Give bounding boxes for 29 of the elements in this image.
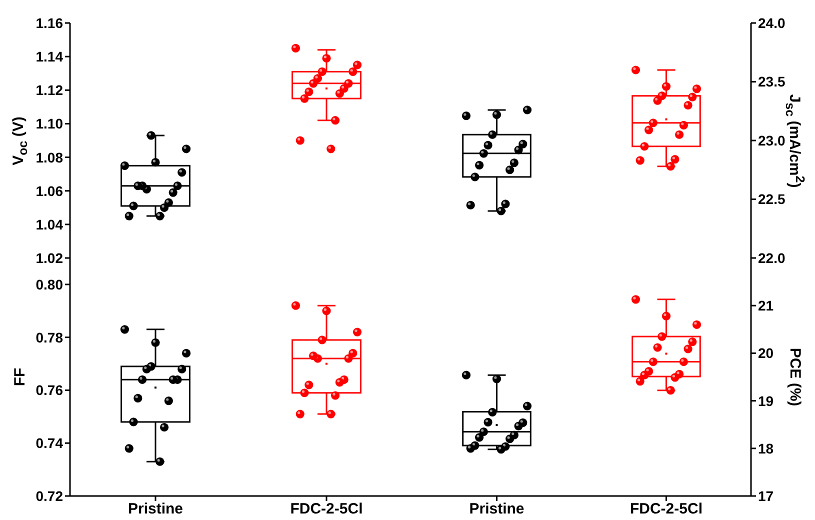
y-tick-label: 1.14 — [36, 48, 64, 65]
y-axis-title: PCE (%) — [786, 348, 804, 406]
y-tick-label: 24.0 — [758, 14, 786, 31]
y-tick-label: 1.16 — [36, 14, 64, 31]
y-tick-label: 21 — [758, 298, 774, 314]
y-tick-label: 1.10 — [36, 116, 64, 132]
x-tick-label: Pristine — [128, 500, 184, 518]
y-tick-label: 1.06 — [36, 182, 64, 199]
y-tick-label: 22.0 — [758, 250, 786, 266]
y-tick-label: 1.08 — [36, 149, 64, 166]
y-tick-label: 23.0 — [758, 132, 786, 148]
y-tick-label: 1.04 — [36, 216, 64, 232]
y-tick-label: 22.5 — [758, 191, 786, 208]
y-tick-label: 1.12 — [36, 82, 64, 98]
y-tick-label: 23.5 — [758, 74, 786, 90]
y-tick-label: 0.76 — [36, 382, 64, 398]
x-tick-label: Pristine — [469, 500, 524, 518]
y-tick-label: 20 — [758, 345, 774, 362]
y-tick-label: 1.02 — [36, 250, 64, 266]
x-tick-label: FDC-2-5Cl — [630, 500, 703, 518]
y-tick-label: 0.80 — [36, 276, 64, 292]
y-tick-label: 18 — [758, 440, 774, 456]
y-tick-label: 0.78 — [36, 329, 64, 346]
y-tick-label: 17 — [758, 488, 774, 504]
x-tick-label: FDC-2-5Cl — [290, 500, 363, 518]
y-tick-label: 0.74 — [36, 435, 64, 452]
y-tick-label: 19 — [758, 392, 774, 409]
y-tick-label: 0.72 — [36, 488, 64, 504]
y-axis-title: FF — [12, 368, 28, 386]
